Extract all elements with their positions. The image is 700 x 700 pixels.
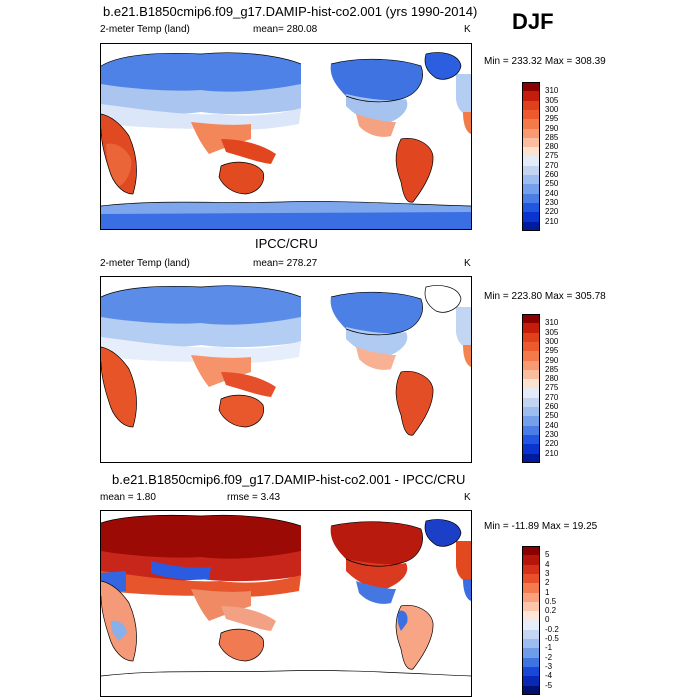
panel-obs-mean: mean= 278.27 — [253, 258, 318, 269]
colorbar-tick-label: 270 — [545, 392, 559, 402]
season-label: DJF — [512, 9, 554, 34]
panel-diff-mean: mean = 1.80 — [100, 492, 156, 503]
panel-diff-units: K — [464, 492, 471, 503]
panel-obs-units: K — [464, 258, 471, 269]
colorbar-tick-label: 4 — [545, 559, 550, 569]
panel-model-map — [100, 43, 472, 230]
colorbar-tick-label: 260 — [545, 402, 559, 411]
colorbar-tick-label: 0 — [545, 615, 550, 625]
colorbar-frame — [522, 546, 540, 695]
colorbar-tick-label: 5 — [545, 550, 550, 560]
colorbar-tick-label: 220 — [545, 207, 559, 217]
panel-obs-map — [100, 276, 472, 463]
colorbar-tick-label: 305 — [545, 327, 559, 337]
panel-model-mean: mean= 280.08 — [253, 24, 318, 35]
colorbar-tick-label: 210 — [545, 448, 559, 458]
colorbar-tick-label: -4 — [545, 671, 553, 681]
colorbar-tick-label: 250 — [545, 179, 559, 189]
colorbar-tick-label: 290 — [545, 123, 559, 133]
panel-model-variable: 2-meter Temp (land) — [100, 24, 190, 35]
colorbar-tick-label: 310 — [545, 318, 559, 328]
colorbar-tick-label: 300 — [545, 104, 559, 114]
colorbar-tick-label: -0.5 — [545, 634, 559, 643]
colorbar-tick-label: 290 — [545, 355, 559, 365]
colorbar-tick-label: 280 — [545, 142, 559, 152]
panel-obs-title: IPCC/CRU — [255, 236, 318, 251]
colorbar-tick-label: 250 — [545, 411, 559, 421]
panel-obs-variable: 2-meter Temp (land) — [100, 258, 190, 269]
colorbar-tick-label: 285 — [545, 364, 559, 374]
colorbar-tick-label: -5 — [545, 680, 553, 690]
panel-diff-rmse: rmse = 3.43 — [227, 492, 281, 503]
panel-obs-minmax: Min = 223.80 Max = 305.78 — [484, 291, 606, 302]
colorbar-tick-label: -1 — [545, 643, 553, 653]
colorbar-tick-label: 285 — [545, 132, 559, 142]
panel-model-units: K — [464, 24, 471, 35]
panel-diff-map — [100, 510, 472, 697]
colorbar-frame — [522, 314, 540, 463]
colorbar-tick-label: 3 — [545, 568, 550, 578]
colorbar-tick-label: 260 — [545, 170, 559, 179]
colorbar-tick-label: 270 — [545, 160, 559, 170]
colorbar-tick-label: 1 — [545, 587, 550, 597]
panel-model-title: b.e21.B1850cmip6.f09_g17.DAMIP-hist-co2.… — [103, 4, 478, 19]
colorbar-tick-label: 240 — [545, 188, 559, 198]
colorbar-tick-label: 240 — [545, 420, 559, 430]
colorbar-tick-label: 220 — [545, 439, 559, 449]
colorbar-tick-label: 295 — [545, 114, 559, 124]
colorbar-tick-label: 210 — [545, 216, 559, 226]
colorbar-tick-label: 275 — [545, 151, 559, 161]
colorbar-tick-label: 230 — [545, 429, 559, 439]
colorbar-tick-label: -0.2 — [545, 624, 559, 634]
colorbar-tick-label: 310 — [545, 86, 559, 96]
colorbar-tick-label: 305 — [545, 95, 559, 105]
colorbar-tick-label: 230 — [545, 197, 559, 207]
colorbar-tick-label: 275 — [545, 383, 559, 393]
colorbar-tick-label: -2 — [545, 652, 553, 662]
colorbar-tick-label: 300 — [545, 336, 559, 346]
panel-model-minmax: Min = 233.32 Max = 308.39 — [484, 56, 606, 67]
colorbar-tick-label: -3 — [545, 661, 553, 671]
panel-diff-title: b.e21.B1850cmip6.f09_g17.DAMIP-hist-co2.… — [112, 472, 466, 487]
colorbar-frame — [522, 82, 540, 231]
colorbar-tick-label: 280 — [545, 374, 559, 384]
panel-diff-minmax: Min = -11.89 Max = 19.25 — [484, 521, 598, 532]
colorbar-tick-label: 0.5 — [545, 596, 557, 606]
colorbar-tick-label: 295 — [545, 346, 559, 356]
colorbar-tick-label: 0.2 — [545, 606, 557, 616]
colorbar-tick-label: 2 — [545, 578, 550, 588]
